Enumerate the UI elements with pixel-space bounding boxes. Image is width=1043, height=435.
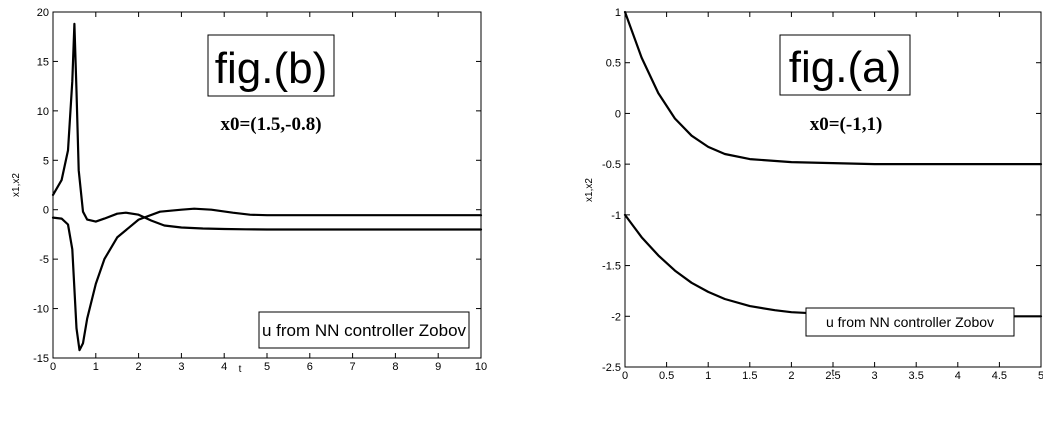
y-tick-label: 0 [43, 205, 49, 217]
y-tick-label: -15 [33, 353, 49, 365]
x-tick-label: 3.5 [909, 370, 924, 382]
x-tick-label: 2 [136, 361, 142, 373]
x-tick-label: 6 [307, 361, 313, 373]
fig-label-box [779, 34, 911, 96]
legend-box [258, 311, 470, 349]
legend-box [805, 307, 1015, 337]
y-tick-label: -5 [39, 254, 49, 266]
x-tick-label: 5 [1038, 370, 1043, 382]
chart-panel-a: 0 0.5 1 1.5 2 2.5 3 3.5 4 4.5 5 -2.5 -2 -1.5 -1 -0.5 0 0.… [584, 7, 1043, 382]
x-tick-label: 0.5 [659, 370, 674, 382]
initial-condition-label: x0=(1.5,-0.8) [220, 114, 321, 135]
x-tick-label: 2 [788, 370, 794, 382]
tick-marks: 0 1 2 3 4 5 6 7 8 9 10 -15 -10 -5 0 5 10 15 20 [33, 7, 487, 373]
x-tick-label: 7 [350, 361, 356, 373]
y-tick-label: -10 [33, 304, 49, 316]
chart-panel-b: 0 1 2 3 4 5 6 7 8 9 10 -15 -10 -5 0 5 10 15 20 t x1,x2 fig… [11, 7, 487, 375]
y-axis-label: x1,x2 [11, 173, 22, 197]
x-tick-label: 1 [705, 370, 711, 382]
x-tick-label: 4 [955, 370, 961, 382]
y-tick-label: -1.5 [602, 261, 621, 273]
series-line-2 [51, 207, 483, 352]
legend-text: u from NN controller Zobov [262, 321, 467, 340]
x-tick-label: 5 [264, 361, 270, 373]
y-axis-label: x1,x2 [584, 178, 595, 202]
x-tick-label: 3 [872, 370, 878, 382]
x-tick-label: 4 [221, 361, 227, 373]
y-tick-label: -1 [611, 210, 621, 222]
x-tick-label: 0 [50, 361, 56, 373]
y-tick-label: 0.5 [606, 58, 621, 70]
x-axis-label: t [239, 364, 242, 375]
x-tick-label: 1 [93, 361, 99, 373]
fig-label: fig.(a) [789, 43, 901, 92]
y-tick-label: 20 [37, 7, 49, 19]
x-tick-label: 10 [475, 361, 487, 373]
x-tick-label: 9 [435, 361, 441, 373]
y-tick-label: -2.5 [602, 362, 621, 374]
y-tick-label: 5 [43, 155, 49, 167]
y-tick-label: 1 [615, 7, 621, 19]
series-line-1 [51, 22, 483, 231]
series-lines [51, 22, 483, 352]
x-tick-label: 4.5 [992, 370, 1007, 382]
fig-label: fig.(b) [215, 44, 327, 93]
x-axis-label: t [832, 368, 835, 379]
series-line-1 [623, 10, 1043, 166]
series-line-2 [623, 213, 1043, 318]
x-tick-label: 1.5 [742, 370, 757, 382]
x-tick-label: 0 [622, 370, 628, 382]
y-tick-label: 15 [37, 56, 49, 68]
y-tick-label: -0.5 [602, 159, 621, 171]
initial-condition-label: x0=(-1,1) [810, 114, 883, 135]
fig-label-box [207, 34, 335, 97]
x-tick-label: 2.5 [825, 370, 840, 382]
tick-marks: 0 0.5 1 1.5 2 2.5 3 3.5 4 4.5 5 -2.5 -2 -1.5 -1 -0.5 0 0.… [602, 7, 1043, 382]
x-tick-label: 8 [392, 361, 398, 373]
y-tick-label: 10 [37, 106, 49, 118]
x-tick-label: 3 [178, 361, 184, 373]
y-tick-label: 0 [615, 108, 621, 120]
y-tick-label: -2 [611, 311, 621, 323]
legend-text: u from NN controller Zobov [826, 314, 994, 330]
